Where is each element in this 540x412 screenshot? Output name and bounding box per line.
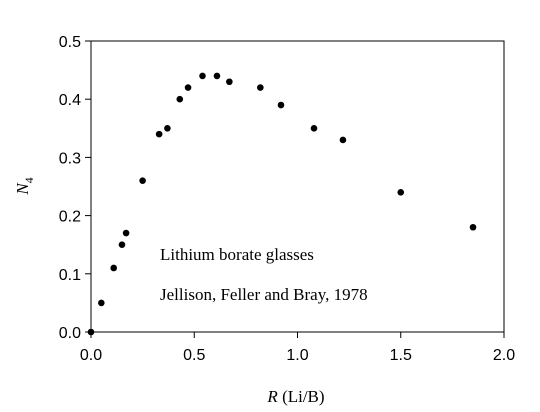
x-axis-title-unit: (Li/B) [278,387,325,406]
data-point [87,328,95,336]
y-axis-ticks: 0.0 0.1 0.2 0.3 0.4 0.5 [59,34,91,342]
y-tick-label: 0.4 [59,92,81,109]
data-point [184,84,192,91]
data-point [257,84,264,91]
x-axis-title-variable: R [266,387,278,406]
y-tick-label: 0.5 [59,34,81,51]
data-point [469,223,477,231]
data-point [310,125,318,132]
x-axis-ticks: 0.0 0.5 1.0 1.5 2.0 [80,332,515,364]
x-tick-label: 1.5 [390,347,412,364]
data-point [139,177,146,184]
data-point [98,299,105,307]
y-tick-label: 0.0 [59,325,81,342]
y-tick-label: 0.2 [59,209,81,226]
data-point [176,95,184,103]
data-points [87,72,477,336]
data-point [110,264,118,272]
data-point [164,125,171,132]
data-point [155,130,163,138]
data-point [199,72,206,80]
y-tick-label: 0.1 [59,267,81,284]
data-point [277,101,285,109]
y-tick-label: 0.3 [59,150,81,167]
data-point [397,189,405,196]
data-point [339,136,347,144]
x-tick-label: 2.0 [493,347,515,364]
x-axis-title: R (Li/B) [266,387,324,406]
data-point [118,241,126,248]
annotation-line-2: Jellison, Feller and Bray, 1978 [160,285,368,304]
data-point [122,229,130,237]
x-tick-label: 0.0 [80,347,102,364]
data-point [213,72,221,80]
x-tick-label: 0.5 [183,347,205,364]
y-axis-title-subscript: 4 [22,177,36,183]
x-tick-label: 1.0 [286,347,308,364]
y-axis-title: N4 [13,177,36,195]
data-point [226,78,233,86]
y-axis-title-variable: N [13,182,32,196]
annotation-line-1: Lithium borate glasses [160,245,314,264]
